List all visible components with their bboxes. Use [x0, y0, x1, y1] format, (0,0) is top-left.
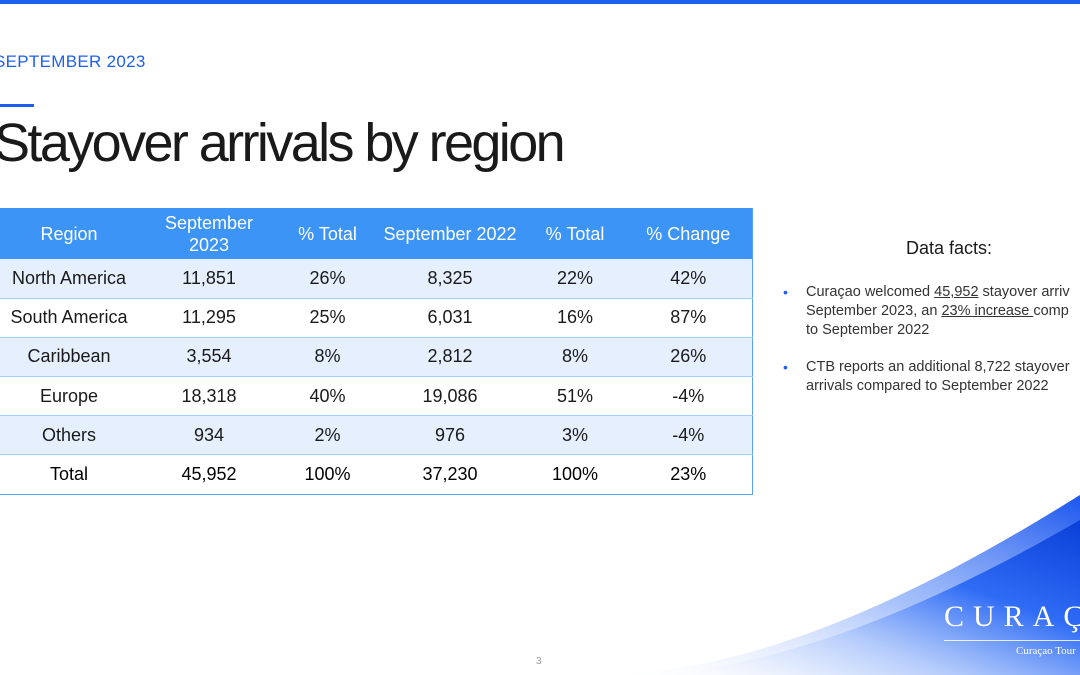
cell-sep-2022: 6,031	[375, 298, 525, 338]
cell-pct-2023: 25%	[280, 298, 375, 338]
cell-total-label: Total	[0, 454, 138, 495]
cell-region: South America	[0, 298, 138, 338]
cell-pct-2023: 26%	[280, 259, 375, 299]
table-header-row: Region September 2023 % Total September …	[0, 208, 752, 259]
table-row: Others 934 2% 976 3% -4%	[0, 415, 752, 456]
cell-sep-2022: 2,812	[375, 337, 525, 378]
cell-pct-2022: 51%	[525, 376, 625, 417]
column-header-pct-change: % Change	[625, 208, 752, 259]
fact-text-segment: to September 2022	[806, 322, 930, 338]
cell-pct-2023: 2%	[280, 415, 375, 456]
slide-subtitle: SEPTEMBER 2023	[0, 52, 146, 71]
cell-pct-2022: 8%	[525, 337, 625, 378]
fact-highlight-increase: 23% increase	[941, 303, 1034, 319]
fact-highlight-arrivals: 45,952	[934, 284, 979, 300]
cell-sep-2022: 976	[375, 415, 525, 456]
cell-pct-2023: 8%	[280, 337, 375, 378]
column-header-sep-2023: September 2023	[138, 208, 280, 259]
top-accent-bar	[0, 0, 1080, 4]
cell-change: 87%	[625, 298, 752, 338]
cell-region: Europe	[0, 376, 138, 417]
logo-tagline: Curaçao Tour	[1016, 645, 1076, 657]
cell-sep-2023: 934	[138, 415, 280, 456]
page-title: Stayover arrivals by region	[0, 113, 566, 173]
list-item: • Curaçao welcomed 45,952 stayover arriv…	[780, 283, 1080, 340]
cell-change: 26%	[625, 337, 752, 378]
data-facts-list: • Curaçao welcomed 45,952 stayover arriv…	[780, 283, 1080, 414]
fact-text-segment: comp	[1033, 303, 1069, 319]
title-accent-rule	[0, 104, 34, 107]
column-header-sep-2022: September 2022	[375, 208, 525, 259]
data-facts-heading: Data facts:	[906, 238, 993, 258]
fact-text-segment: Curaçao welcomed	[806, 284, 935, 300]
cell-sep-2023: 11,295	[138, 298, 280, 338]
fact-text: Curaçao welcomed 45,952 stayover arriv S…	[806, 284, 1070, 338]
bullet-icon: •	[783, 359, 788, 375]
column-header-region: Region	[0, 208, 138, 259]
cell-pct-2022: 16%	[525, 298, 625, 338]
logo-divider	[944, 640, 1080, 641]
bullet-icon: •	[783, 284, 788, 300]
table-row: Caribbean 3,554 8% 2,812 8% 26%	[0, 337, 752, 378]
cell-region: Others	[0, 415, 138, 456]
cell-region: Caribbean	[0, 337, 138, 378]
cell-sep-2023: 11,851	[138, 259, 280, 299]
cell-sep-2023: 18,318	[138, 376, 280, 417]
cell-sep-2023: 3,554	[138, 337, 280, 378]
arrivals-table-container: Region September 2023 % Total September …	[0, 208, 753, 495]
cell-change: -4%	[625, 415, 752, 456]
cell-total-sep-2023: 45,952	[138, 454, 280, 495]
cell-region: North America	[0, 259, 138, 299]
curacao-logo: CURAÇA	[944, 600, 1080, 633]
fact-text-segment: September 2023, an	[806, 303, 942, 319]
column-header-pct-total-2022: % Total	[525, 208, 625, 259]
column-header-pct-total-2023: % Total	[280, 208, 375, 259]
list-item: • CTB reports an additional 8,722 stayov…	[780, 358, 1080, 396]
table-row: North America 11,851 26% 8,325 22% 42%	[0, 259, 752, 299]
cell-sep-2022: 19,086	[375, 376, 525, 417]
fact-text-segment: arrivals compared to September 2022	[806, 378, 1049, 394]
cell-change: 42%	[625, 259, 752, 299]
cell-total-change: 23%	[625, 454, 752, 495]
page-number: 3	[536, 656, 542, 667]
table-row: South America 11,295 25% 6,031 16% 87%	[0, 298, 752, 338]
cell-pct-2022: 3%	[525, 415, 625, 456]
cell-pct-2022: 22%	[525, 259, 625, 299]
cell-total-pct-2022: 100%	[525, 454, 625, 495]
cell-pct-2023: 40%	[280, 376, 375, 417]
cell-sep-2022: 8,325	[375, 259, 525, 299]
cell-change: -4%	[625, 376, 752, 417]
cell-total-sep-2022: 37,230	[375, 454, 525, 495]
fact-text-segment: stayover arriv	[978, 284, 1070, 300]
fact-text-segment: CTB reports an additional 8,722 stayover	[806, 359, 1070, 375]
table-total-row: Total 45,952 100% 37,230 100% 23%	[0, 454, 752, 495]
table-row: Europe 18,318 40% 19,086 51% -4%	[0, 376, 752, 417]
corner-wave-graphic	[620, 475, 1080, 675]
arrivals-table: Region September 2023 % Total September …	[0, 208, 753, 495]
fact-text: CTB reports an additional 8,722 stayover…	[806, 359, 1070, 394]
cell-total-pct-2023: 100%	[280, 454, 375, 495]
